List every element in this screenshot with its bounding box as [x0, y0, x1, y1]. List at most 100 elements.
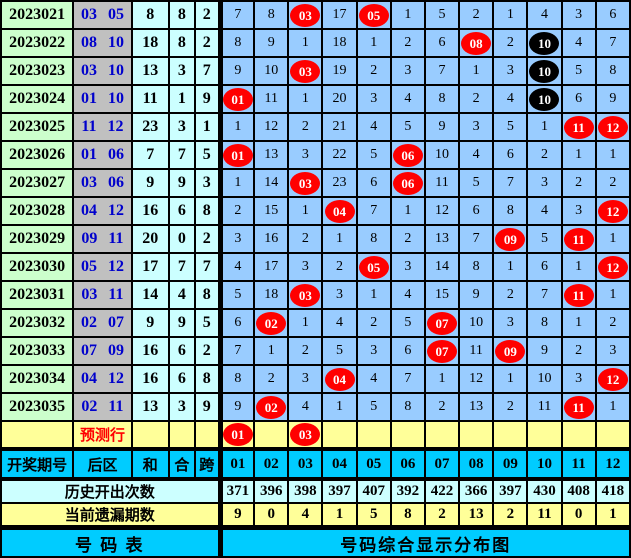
miss-count: 2: [389, 224, 426, 254]
miss-count: 8: [492, 196, 529, 226]
period-cell: 2023035: [0, 392, 75, 422]
red-ball: 06: [392, 171, 423, 195]
sum-cell: 7: [130, 140, 170, 170]
sum-cell: 13: [130, 392, 170, 422]
miss-count: 5: [321, 336, 358, 366]
sum-cell: 20: [130, 224, 170, 254]
miss-count: 6: [389, 336, 426, 366]
miss-count: 1: [560, 308, 597, 338]
history-counts-label: 历史开出次数: [0, 478, 221, 504]
miss-count: 7: [355, 196, 392, 226]
miss-count: 7: [594, 28, 631, 58]
span-cell: 8: [193, 364, 222, 394]
miss-count: 6: [492, 140, 529, 170]
miss-count: 14: [423, 252, 461, 282]
grid-cell: 07: [423, 336, 461, 366]
grid-cell: 09: [492, 224, 529, 254]
miss-count: 8: [526, 308, 563, 338]
sum-cell: 14: [130, 280, 170, 310]
back-numbers-cell: 03 06: [72, 168, 133, 198]
miss-count: 5: [458, 168, 495, 198]
red-ball: 03: [290, 171, 321, 195]
red-ball: 04: [324, 367, 355, 391]
grid-cell: 11: [560, 112, 597, 142]
miss-count: 2: [492, 392, 529, 422]
miss-count: 9: [217, 392, 256, 422]
combine-cell: 9: [167, 308, 196, 338]
red-ball: 03: [290, 283, 321, 307]
red-ball: 11: [563, 227, 594, 251]
miss-count: 14: [253, 168, 290, 198]
miss-count: 2: [492, 28, 529, 58]
history-count: 398: [287, 478, 324, 504]
history-count: 371: [217, 478, 256, 504]
miss-count: 5: [560, 56, 597, 86]
grid-cell: 11: [560, 392, 597, 422]
period-row: 2023024 01 10 11 1 9 01 11 1 20 3 4 8 2 4 10 6 9: [0, 84, 631, 114]
missing-count: 1: [594, 502, 631, 529]
empty-cell: [594, 420, 631, 450]
miss-count: 23: [321, 168, 358, 198]
miss-count: 1: [594, 392, 631, 422]
red-ball: 05: [358, 255, 389, 279]
miss-count: 18: [321, 28, 358, 58]
span-cell: 2: [193, 336, 222, 366]
footer-right-title: 号码综合显示分布图: [217, 525, 631, 558]
period-row: 2023022 08 10 18 8 2 8 9 1 18 1 2 6 08 2 10 4 7: [0, 28, 631, 58]
back-numbers-cell: 11 12: [72, 112, 133, 142]
combine-cell: 3: [167, 112, 196, 142]
back-numbers-cell: 01 10: [72, 84, 133, 114]
grid-cell: 10: [526, 28, 563, 58]
miss-count: 4: [321, 308, 358, 338]
red-ball: 12: [597, 115, 628, 139]
miss-count: 1: [287, 28, 324, 58]
red-ball: 03: [290, 3, 321, 27]
miss-count: 6: [355, 168, 392, 198]
miss-count: 1: [492, 252, 529, 282]
miss-count: 10: [423, 140, 461, 170]
miss-count: 6: [526, 252, 563, 282]
miss-count: 21: [321, 112, 358, 142]
miss-count: 9: [253, 28, 290, 58]
miss-count: 1: [560, 140, 597, 170]
empty-cell: [458, 420, 495, 450]
missing-count: 13: [458, 502, 495, 529]
span-cell: 1: [193, 112, 222, 142]
period-row: 2023034 04 12 16 6 8 8 2 3 04 4 7 1 12 1 10 3 12: [0, 364, 631, 394]
grid-cell: 01: [217, 84, 256, 114]
miss-count: 5: [217, 280, 256, 310]
period-cell: 2023022: [0, 28, 75, 58]
red-ball: 04: [324, 199, 355, 223]
miss-count: 2: [217, 196, 256, 226]
miss-count: 2: [355, 308, 392, 338]
miss-count: 8: [253, 0, 290, 30]
header-period-label: 开奖期号: [0, 447, 75, 481]
miss-count: 4: [526, 196, 563, 226]
column-header: 02: [253, 447, 290, 481]
miss-count: 5: [355, 392, 392, 422]
miss-count: 9: [594, 84, 631, 114]
back-numbers-cell: 08 10: [72, 28, 133, 58]
missing-count: 1: [321, 502, 358, 529]
miss-count: 2: [389, 28, 426, 58]
empty-cell: [321, 420, 358, 450]
black-ball: 10: [529, 31, 560, 55]
span-cell: 7: [193, 56, 222, 86]
miss-count: 3: [560, 0, 597, 30]
red-ball: 01: [225, 143, 253, 167]
period-row: 2023025 11 12 23 3 1 1 12 2 21 4 5 9 3 5 1 11 12: [0, 112, 631, 142]
red-ball: 03: [290, 59, 321, 83]
miss-count: 13: [253, 140, 290, 170]
header-sum-label: 和: [130, 447, 170, 481]
column-header: 04: [321, 447, 358, 481]
grid-cell: 01: [217, 420, 256, 450]
miss-count: 1: [492, 364, 529, 394]
miss-count: 11: [423, 168, 461, 198]
history-count: 397: [492, 478, 529, 504]
sum-cell: 9: [130, 168, 170, 198]
missing-count: 8: [389, 502, 426, 529]
red-ball: 03: [290, 423, 321, 446]
period-cell: 2023023: [0, 56, 75, 86]
miss-count: 3: [560, 364, 597, 394]
combine-cell: 6: [167, 364, 196, 394]
